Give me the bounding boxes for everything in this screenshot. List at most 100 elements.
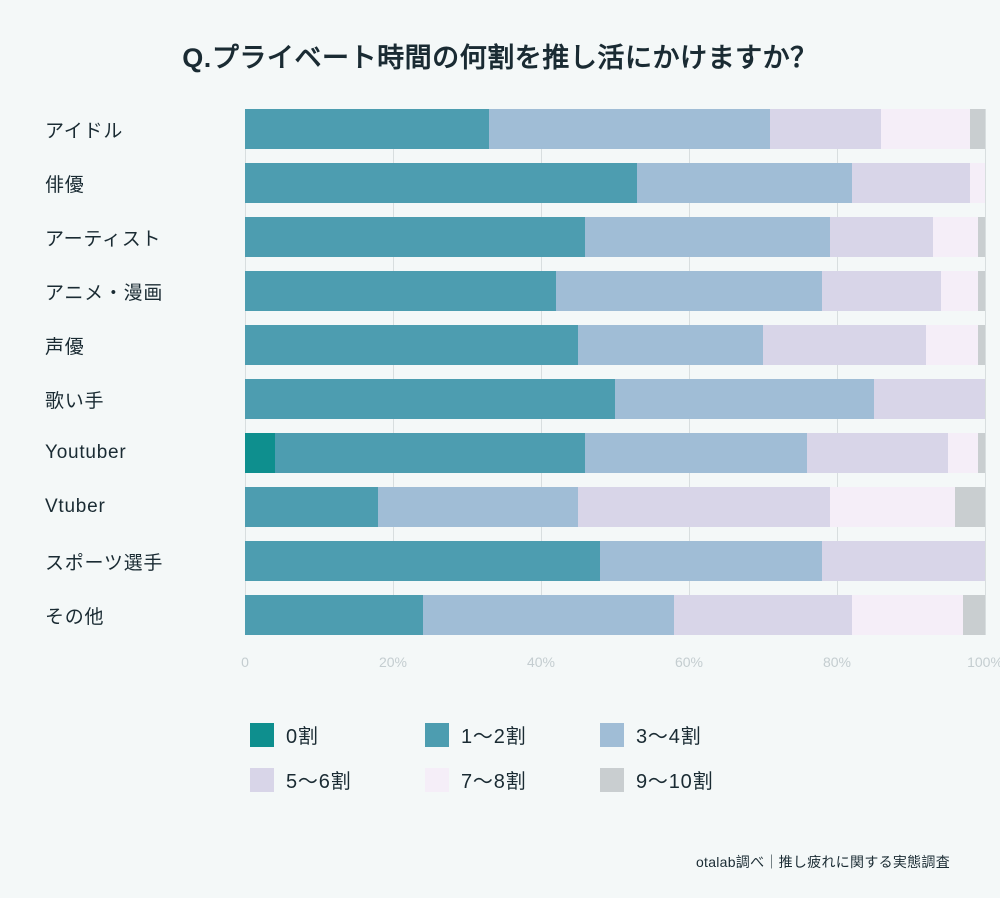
legend-item: 5〜6割 bbox=[250, 765, 425, 794]
chart-plot-area: アイドル俳優アーティストアニメ・漫画声優歌い手 Youtuber Vtuber スポー… bbox=[45, 109, 985, 635]
bar-segment bbox=[275, 433, 586, 473]
category-label: Vtuber bbox=[45, 496, 245, 518]
bar-segment bbox=[978, 271, 985, 311]
bar-segment bbox=[245, 487, 378, 527]
bar-track bbox=[245, 487, 985, 527]
bar-track bbox=[245, 379, 985, 419]
bar-segment bbox=[807, 433, 948, 473]
legend-swatch bbox=[250, 768, 274, 792]
category-label: Youtuber bbox=[45, 442, 245, 464]
bar-track bbox=[245, 163, 985, 203]
legend-item: 0割 bbox=[250, 720, 425, 749]
category-label: スポーツ選手 bbox=[45, 548, 245, 575]
bar-segment bbox=[245, 271, 556, 311]
chart-row: アイドル bbox=[45, 109, 985, 149]
bar-segment bbox=[874, 379, 985, 419]
chart-row: スポーツ選手 bbox=[45, 541, 985, 581]
bar-track bbox=[245, 433, 985, 473]
bar-segment bbox=[245, 109, 489, 149]
bar-segment bbox=[978, 217, 985, 257]
bar-segment bbox=[585, 217, 829, 257]
bar-segment bbox=[770, 109, 881, 149]
gridline bbox=[985, 109, 986, 635]
bar-segment bbox=[963, 595, 985, 635]
bar-segment bbox=[822, 541, 985, 581]
bar-segment bbox=[926, 325, 978, 365]
legend-swatch bbox=[425, 768, 449, 792]
category-label: アイドル bbox=[45, 116, 245, 143]
category-label: 歌い手 bbox=[45, 386, 245, 413]
bar-segment bbox=[978, 325, 985, 365]
bar-segment bbox=[674, 595, 852, 635]
bar-segment bbox=[637, 163, 852, 203]
footer-credit: otalab調べ｜推し疲れに関する実態調査 bbox=[696, 852, 950, 872]
bar-segment bbox=[245, 595, 423, 635]
chart-row: 声優 bbox=[45, 325, 985, 365]
bar-segment bbox=[585, 433, 807, 473]
bar-segment bbox=[600, 541, 822, 581]
bar-segment bbox=[933, 217, 977, 257]
x-axis-tick-label: 20% bbox=[379, 654, 407, 670]
legend-item: 3〜4割 bbox=[600, 720, 775, 749]
bar-segment bbox=[245, 325, 578, 365]
x-axis-tick-label: 40% bbox=[527, 654, 555, 670]
legend-label: 1〜2割 bbox=[461, 720, 526, 749]
bar-track bbox=[245, 541, 985, 581]
bar-segment bbox=[245, 217, 585, 257]
bar-segment bbox=[941, 271, 978, 311]
chart-row: アニメ・漫画 bbox=[45, 271, 985, 311]
bar-segment bbox=[822, 271, 940, 311]
x-axis-tick-label: 100% bbox=[967, 654, 1000, 670]
chart-row: その他 bbox=[45, 595, 985, 635]
chart-legend: 0割 1〜2割 3〜4割 5〜6割 7〜8割 9〜10割 bbox=[250, 720, 790, 810]
chart-title: Q.プライベート時間の何割を推し活にかけますか？ bbox=[0, 36, 1000, 75]
legend-item: 7〜8割 bbox=[425, 765, 600, 794]
bar-segment bbox=[245, 541, 600, 581]
bar-segment bbox=[245, 163, 637, 203]
legend-label: 3〜4割 bbox=[636, 720, 701, 749]
legend-item: 9〜10割 bbox=[600, 765, 775, 794]
bar-segment bbox=[245, 433, 275, 473]
bar-segment bbox=[830, 487, 956, 527]
x-axis-tick-label: 60% bbox=[675, 654, 703, 670]
bar-segment bbox=[489, 109, 770, 149]
category-label: アニメ・漫画 bbox=[45, 278, 245, 305]
bar-segment bbox=[556, 271, 822, 311]
legend-label: 0割 bbox=[286, 720, 319, 749]
bar-segment bbox=[852, 163, 970, 203]
legend-label: 5〜6割 bbox=[286, 765, 351, 794]
bar-segment bbox=[978, 433, 985, 473]
bar-segment bbox=[970, 163, 985, 203]
category-label: アーティスト bbox=[45, 224, 245, 251]
x-axis-tick-label: 80% bbox=[823, 654, 851, 670]
legend-swatch bbox=[425, 723, 449, 747]
bar-segment bbox=[245, 379, 615, 419]
chart-row: Youtuber bbox=[45, 433, 985, 473]
bar-segment bbox=[881, 109, 970, 149]
legend-label: 9〜10割 bbox=[636, 765, 713, 794]
bar-segment bbox=[615, 379, 874, 419]
bar-segment bbox=[578, 325, 763, 365]
bar-segment bbox=[378, 487, 578, 527]
bar-segment bbox=[970, 109, 985, 149]
bar-track bbox=[245, 217, 985, 257]
legend-swatch bbox=[250, 723, 274, 747]
chart-row: アーティスト bbox=[45, 217, 985, 257]
x-axis-tick-label: 0 bbox=[241, 654, 249, 670]
legend-item: 1〜2割 bbox=[425, 720, 600, 749]
category-label: 俳優 bbox=[45, 170, 245, 197]
legend-swatch bbox=[600, 723, 624, 747]
bar-segment bbox=[423, 595, 675, 635]
bar-segment bbox=[763, 325, 926, 365]
chart-row: Vtuber bbox=[45, 487, 985, 527]
legend-label: 7〜8割 bbox=[461, 765, 526, 794]
chart-row: 俳優 bbox=[45, 163, 985, 203]
legend-swatch bbox=[600, 768, 624, 792]
bar-segment bbox=[948, 433, 978, 473]
bar-segment bbox=[830, 217, 934, 257]
bar-segment bbox=[955, 487, 985, 527]
bar-track bbox=[245, 325, 985, 365]
chart-row: 歌い手 bbox=[45, 379, 985, 419]
bar-track bbox=[245, 595, 985, 635]
bar-track bbox=[245, 109, 985, 149]
